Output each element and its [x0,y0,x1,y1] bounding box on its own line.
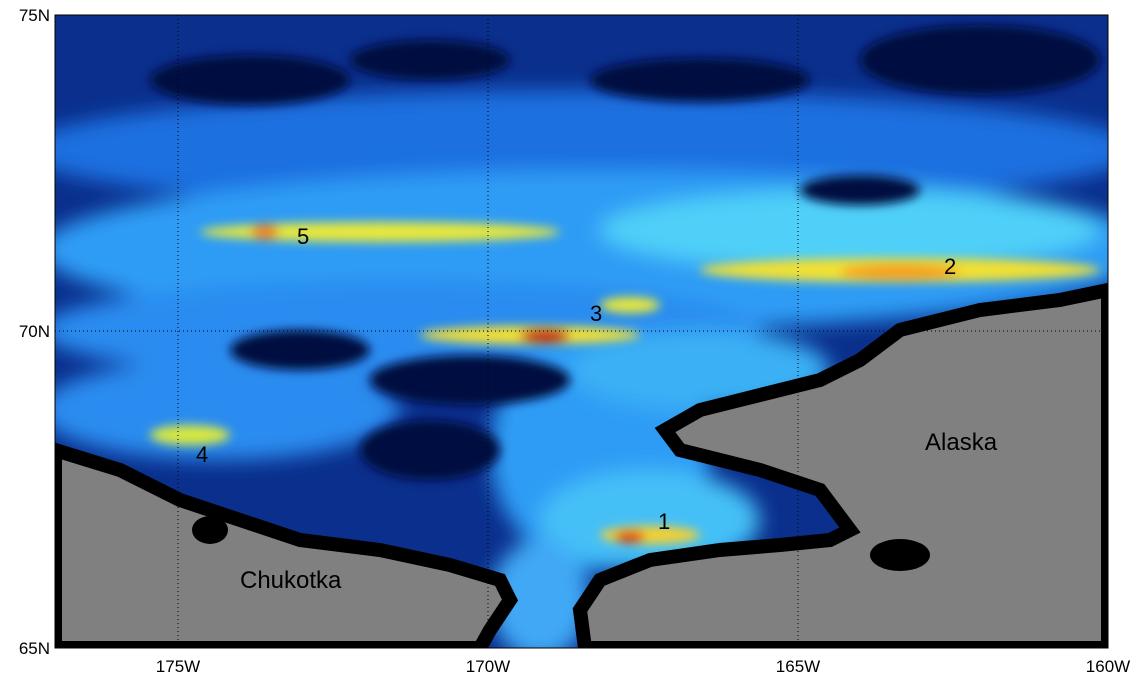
region-label: Chukotka [240,567,342,594]
hotspot-label: 4 [196,442,208,467]
x-tick-label: 170W [466,657,510,676]
x-tick-label: 160W [1086,657,1130,676]
region-label: Alaska [925,429,998,456]
x-tick-label: 165W [776,657,820,676]
map: 175W 170W 165W 160W 75N 70N 65N Chukotka… [0,0,1140,686]
x-tick-label: 175W [156,657,200,676]
lake [870,539,930,571]
y-tick-label: 75N [19,6,50,25]
lake [192,516,228,544]
heatmap [20,15,1140,660]
hotspot-label: 5 [297,224,309,249]
hotspot-label: 1 [658,509,670,534]
y-tick-label: 65N [19,639,50,658]
hotspot-label: 3 [590,301,602,326]
hotspot-label: 2 [944,254,956,279]
y-tick-label: 70N [19,322,50,341]
